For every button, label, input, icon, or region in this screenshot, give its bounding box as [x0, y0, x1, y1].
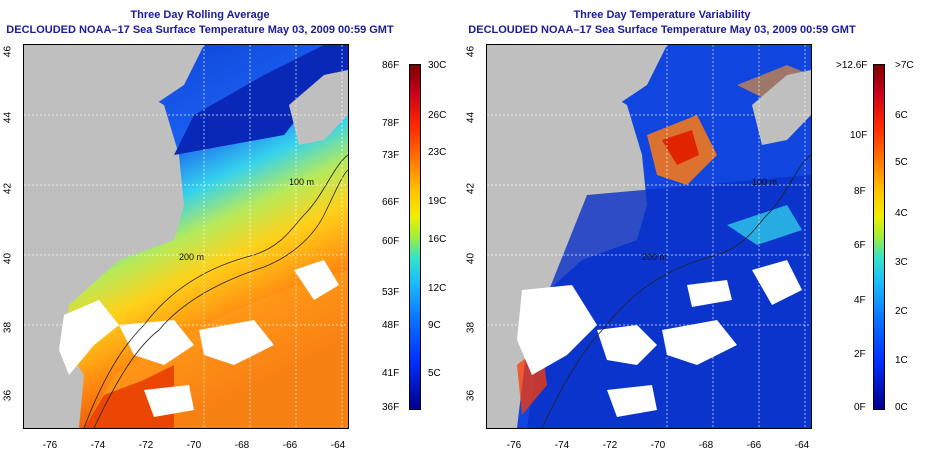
cloud-mask-4	[752, 260, 802, 305]
cb-left-f-53: 53F	[382, 287, 400, 298]
cb-left-c-26: 26C	[428, 110, 447, 121]
nova-scotia	[752, 70, 811, 145]
lat-tick-42-right: 42	[465, 182, 477, 195]
lon-tick--64: -64	[330, 440, 346, 451]
lon-tick--74-right: -74	[554, 440, 570, 451]
cb-left-c-16: 16C	[428, 234, 447, 245]
cb-left-f-86: 86F	[382, 60, 400, 71]
contour-label-100m: 100 m	[752, 177, 777, 187]
cb-left-f-73: 73F	[382, 150, 400, 161]
sst-variability-map[interactable]: 200 m 100 m	[486, 44, 812, 429]
sst-colorbar	[409, 64, 421, 410]
lat-tick-44: 44	[2, 111, 14, 124]
lat-tick-42: 42	[2, 182, 14, 195]
sst-average-map-graphic: 200 m 100 m	[24, 45, 348, 428]
lon-tick--66: -66	[282, 440, 298, 451]
right-map-title: Three Day Temperature Variability DECLOU…	[462, 8, 862, 38]
cb-left-f-48: 48F	[382, 320, 400, 331]
cb-right-c-3: 3C	[895, 257, 908, 268]
lat-tick-36: 36	[2, 389, 14, 402]
cloud-mask-5	[607, 385, 657, 417]
gulf-of-maine	[174, 45, 348, 155]
cloud-mask-4	[294, 260, 339, 300]
lon-tick--72: -72	[138, 440, 154, 451]
cloud-mask-2	[597, 325, 657, 365]
cloud-mask-5	[144, 385, 194, 417]
lat-tick-44-right: 44	[465, 111, 477, 124]
cloud-mask-6	[687, 280, 732, 307]
land-southwest	[24, 175, 109, 428]
cb-left-f-36: 36F	[382, 402, 400, 413]
cb-right-c-4: 4C	[895, 208, 908, 219]
cb-left-f-78: 78F	[382, 118, 400, 129]
right-title-line2: DECLOUDED NOAA–17 Sea Surface Temperatur…	[468, 24, 856, 36]
lon-tick--74: -74	[90, 440, 106, 451]
land-north	[24, 45, 204, 195]
shelf-contour-line-2	[93, 169, 348, 428]
cloud-mask-3	[662, 320, 737, 365]
map-graticule	[487, 45, 811, 428]
cb-left-c-12: 12C	[428, 283, 447, 294]
lon-tick--66-right: -66	[746, 440, 762, 451]
cb-right-c-0: 0C	[895, 402, 908, 413]
cb-right-f-4: 4F	[854, 295, 866, 306]
left-title-line2: DECLOUDED NOAA–17 Sea Surface Temperatur…	[6, 24, 394, 36]
lat-tick-38-right: 38	[465, 321, 477, 334]
cb-left-f-41: 41F	[382, 368, 400, 379]
lon-tick--68: -68	[234, 440, 250, 451]
left-map-title: Three Day Rolling Average DECLOUDED NOAA…	[0, 8, 400, 38]
lon-tick--64-right: -64	[794, 440, 810, 451]
cb-right-f-max: >12.6F	[836, 60, 868, 71]
sst-average-map[interactable]: 200 m 100 m	[23, 44, 349, 429]
cloud-mask-1	[59, 300, 119, 375]
land-north	[487, 45, 667, 195]
cb-right-c-5: 5C	[895, 157, 908, 168]
shelf-contour-line	[83, 154, 348, 428]
gulf-stream-hot-core	[84, 365, 174, 428]
cb-right-f-0: 0F	[854, 402, 866, 413]
cb-right-c-1: 1C	[895, 355, 908, 366]
cloud-mask-3	[199, 320, 274, 365]
cb-left-c-23: 23C	[428, 147, 447, 158]
cb-right-f-8: 8F	[854, 186, 866, 197]
variability-high-2	[662, 130, 699, 165]
lon-tick--76-right: -76	[506, 440, 522, 451]
map-graticule	[24, 45, 348, 428]
lat-tick-40-right: 40	[465, 252, 477, 265]
lat-tick-38: 38	[2, 321, 14, 334]
lon-tick--68-right: -68	[698, 440, 714, 451]
contour-label-200m: 200 m	[642, 252, 667, 262]
cb-left-c-19: 19C	[428, 196, 447, 207]
left-title-line1: Three Day Rolling Average	[130, 9, 270, 21]
cb-left-f-66: 66F	[382, 197, 400, 208]
variability-lows	[527, 175, 811, 428]
cb-right-c-2: 2C	[895, 306, 908, 317]
cb-left-c-5: 5C	[428, 368, 441, 379]
nova-scotia	[289, 70, 348, 145]
lat-tick-46-right: 46	[465, 45, 477, 58]
cb-right-c-6: 6C	[895, 110, 908, 121]
variability-high-3	[727, 205, 802, 245]
variability-colorbar	[873, 64, 885, 410]
lon-tick--70-right: -70	[650, 440, 666, 451]
right-title-line1: Three Day Temperature Variability	[573, 9, 751, 21]
cb-left-c-30: 30C	[428, 60, 447, 71]
cb-right-f-10: 10F	[850, 130, 868, 141]
contour-label-100m: 100 m	[289, 177, 314, 187]
lon-tick--76: -76	[42, 440, 58, 451]
lat-tick-36-right: 36	[465, 389, 477, 402]
cb-right-f-6: 6F	[854, 240, 866, 251]
lat-tick-46: 46	[2, 45, 14, 58]
contour-label-200m: 200 m	[179, 252, 204, 262]
sst-variability-map-graphic: 200 m 100 m	[487, 45, 811, 428]
cloud-mask-1	[517, 285, 597, 375]
lat-tick-40: 40	[2, 252, 14, 265]
cb-left-c-9: 9C	[428, 320, 441, 331]
lon-tick--72-right: -72	[602, 440, 618, 451]
cb-right-f-2: 2F	[854, 349, 866, 360]
cb-right-c-max: >7C	[895, 60, 914, 71]
lon-tick--70: -70	[186, 440, 202, 451]
cb-left-f-60: 60F	[382, 236, 400, 247]
shelf-contour-line	[541, 154, 811, 428]
